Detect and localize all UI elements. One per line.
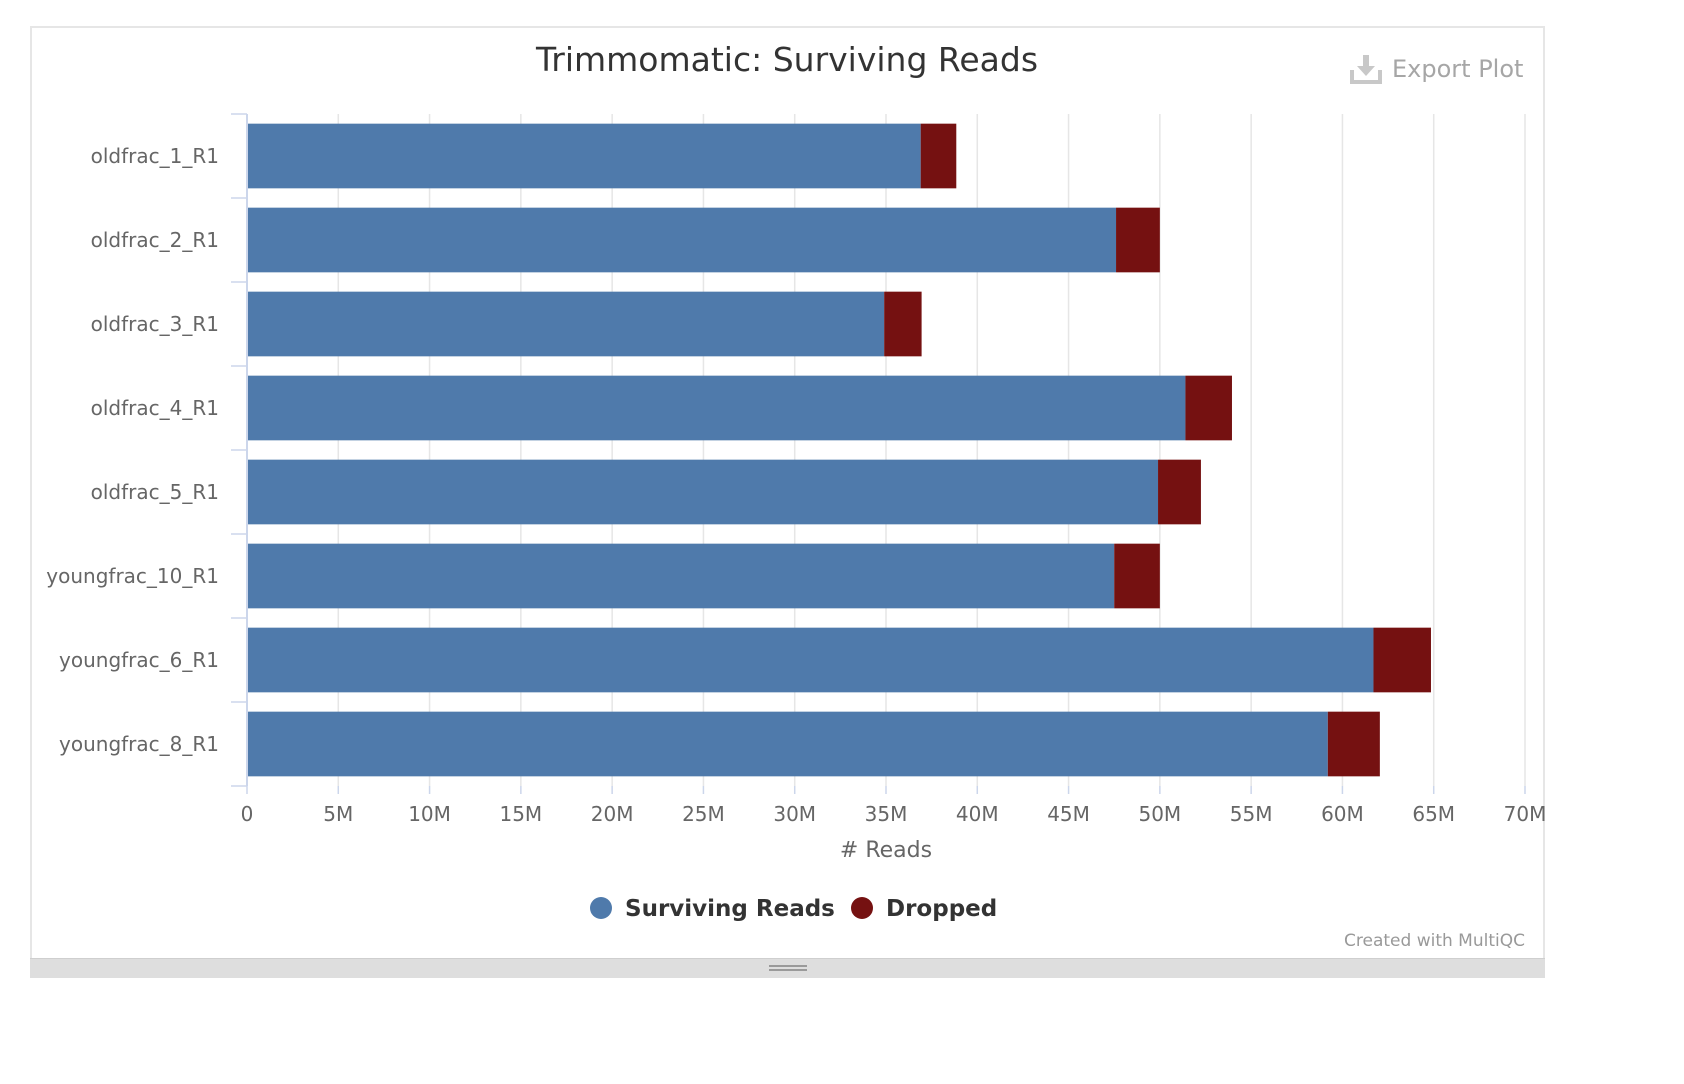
category-label: oldfrac_3_R1	[91, 312, 219, 336]
axes: 0 5M 10M 15M 20M 25M 30M 35M 40M 45M 50M 55M 60M 65M 7…	[46, 113, 1547, 826]
credit-link[interactable]: Created with MultiQC	[1344, 931, 1525, 951]
x-tick-label: 40M	[956, 802, 999, 826]
legend-label: Dropped	[886, 896, 997, 922]
bar-surviving	[247, 627, 1374, 693]
category-label: youngfrac_10_R1	[46, 564, 219, 588]
export-plot-button[interactable]: Export Plot	[1350, 52, 1523, 86]
resize-handle[interactable]	[30, 958, 1545, 978]
legend-item[interactable]: Dropped	[851, 896, 997, 922]
category-label: youngfrac_8_R1	[59, 732, 219, 756]
bar-surviving	[247, 291, 885, 357]
x-tick-label: 30M	[773, 802, 816, 826]
bar-surviving	[247, 375, 1186, 441]
bar-surviving	[247, 711, 1328, 777]
x-tick-label: 0	[241, 802, 254, 826]
x-tick-label: 25M	[682, 802, 725, 826]
legend-label: Surviving Reads	[625, 896, 835, 922]
bar-dropped	[920, 123, 957, 189]
bar-surviving	[247, 123, 921, 189]
legend: Surviving Reads Dropped	[590, 896, 997, 922]
export-plot-label: Export Plot	[1392, 55, 1524, 83]
x-tick-label: 20M	[591, 802, 634, 826]
x-tick-label: 60M	[1321, 802, 1364, 826]
bar-dropped	[1373, 627, 1431, 693]
bar-dropped	[1327, 711, 1380, 777]
x-tick-label: 10M	[408, 802, 451, 826]
x-tick-label: 50M	[1138, 802, 1181, 826]
legend-item[interactable]: Surviving Reads	[590, 896, 835, 922]
category-label: youngfrac_6_R1	[59, 648, 219, 672]
x-tick-label: 70M	[1504, 802, 1547, 826]
bar-surviving	[247, 459, 1159, 525]
category-label: oldfrac_5_R1	[91, 480, 219, 504]
bar-surviving	[247, 207, 1117, 273]
x-tick-label: 15M	[499, 802, 542, 826]
x-axis-title: # Reads	[840, 838, 932, 863]
bar-dropped	[1114, 543, 1160, 609]
bar-dropped	[884, 291, 922, 357]
chart-title: Trimmomatic: Surviving Reads	[535, 40, 1038, 79]
x-tick-label: 5M	[323, 802, 353, 826]
bar-dropped	[1158, 459, 1201, 525]
bar-dropped	[1116, 207, 1160, 273]
bar-dropped	[1185, 375, 1232, 441]
download-icon	[1350, 55, 1382, 84]
x-tick-label: 65M	[1412, 802, 1455, 826]
legend-marker	[851, 897, 873, 919]
bar-surviving	[247, 543, 1115, 609]
grip-icon	[768, 965, 807, 973]
category-label: oldfrac_2_R1	[91, 228, 219, 252]
legend-marker	[590, 897, 612, 919]
category-label: oldfrac_1_R1	[91, 144, 219, 168]
bars	[247, 123, 1431, 777]
x-tick-label: 35M	[865, 802, 908, 826]
x-tick-label: 55M	[1230, 802, 1273, 826]
x-tick-label: 45M	[1047, 802, 1090, 826]
category-label: oldfrac_4_R1	[91, 396, 219, 420]
